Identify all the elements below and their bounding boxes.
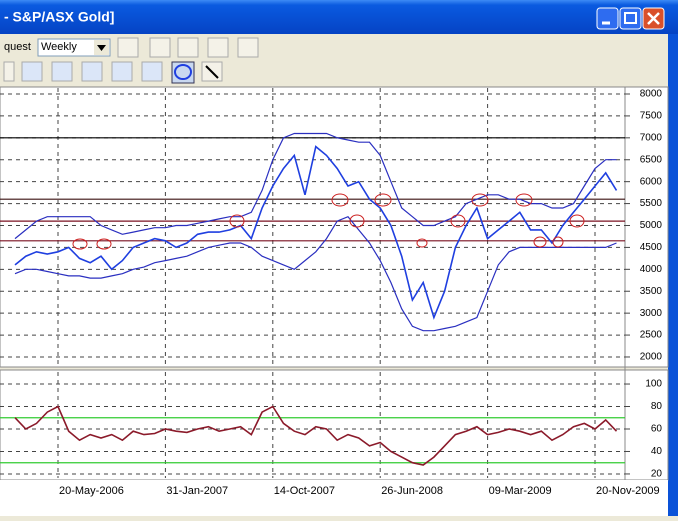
date-axis [0, 480, 668, 516]
source-label: quest [4, 41, 31, 53]
series-line [14, 215, 617, 332]
tool-button[interactable] [111, 61, 133, 82]
y-tick-label: 60 [651, 424, 663, 435]
y-tick-label: 6500 [640, 154, 663, 165]
series-line [14, 145, 618, 320]
y-tick-label: 5500 [640, 198, 663, 209]
annotation-circle [450, 214, 466, 228]
tool-button[interactable] [51, 61, 73, 82]
x-tick-label: 09-Mar-2009 [489, 485, 552, 497]
annotation-circle [96, 238, 112, 250]
x-tick-label: 20-May-2006 [59, 485, 124, 497]
close-icon [647, 12, 660, 25]
y-tick-label: 2500 [640, 330, 663, 341]
annotation-circle [229, 214, 245, 228]
toolbar-row-1 [117, 37, 259, 58]
x-tick-label: 20-Nov-2009 [596, 485, 660, 497]
y-tick-label: 7000 [640, 132, 663, 143]
annotation-circle [72, 238, 88, 250]
y-tick-label: 6000 [640, 176, 663, 187]
y-tick-label: 4000 [640, 264, 663, 275]
line-icon [205, 65, 219, 79]
y-tick-label: 3500 [640, 286, 663, 297]
y-tick-label: 2000 [640, 352, 663, 363]
annotation-circle [374, 193, 392, 207]
tool-button[interactable] [149, 37, 171, 58]
annotation-circle [533, 236, 547, 248]
window-title: - S&P/ASX Gold] [4, 9, 114, 25]
tool-button[interactable] [177, 37, 199, 58]
annotation-circle [471, 193, 489, 207]
tool-button[interactable] [207, 37, 229, 58]
tool-button[interactable] [81, 61, 103, 82]
y-tick-label: 5000 [640, 220, 663, 231]
x-tick-label: 26-Jun-2008 [381, 485, 443, 497]
y-tick-label: 80 [651, 401, 663, 412]
x-tick-label: 14-Oct-2007 [274, 485, 335, 497]
minimize-button[interactable] [596, 7, 619, 30]
interval-value: Weekly [41, 41, 77, 53]
tool-button[interactable] [21, 61, 43, 82]
toolbar-row-2 [3, 61, 223, 84]
ellipse-icon [174, 64, 192, 80]
y-tick-label: 100 [645, 379, 662, 390]
y-tick-label: 3000 [640, 308, 663, 319]
tool-button[interactable] [237, 37, 259, 58]
annotation-circle [331, 193, 349, 207]
maximize-button[interactable] [619, 7, 642, 30]
window-border [668, 34, 678, 516]
annotation-circle [569, 214, 585, 228]
annotations [72, 193, 585, 250]
annotation-circle [416, 238, 428, 248]
annotation-circle [349, 214, 365, 228]
y-tick-label: 8000 [640, 89, 663, 100]
tool-button[interactable] [117, 37, 139, 58]
interval-select[interactable] [37, 38, 111, 57]
tool-button[interactable] [141, 61, 163, 82]
title-bar [0, 0, 678, 34]
x-tick-label: 31-Jan-2007 [166, 485, 228, 497]
arrow-icon [97, 45, 106, 51]
maximize-icon [624, 12, 637, 24]
annotation-circle [515, 193, 533, 207]
annotation-circle [552, 236, 564, 248]
y-tick-label: 20 [651, 469, 663, 480]
y-tick-label: 40 [651, 446, 663, 457]
series-line [14, 405, 618, 466]
tool-button[interactable] [3, 61, 15, 82]
y-tick-label: 7500 [640, 111, 663, 122]
y-tick-label: 4500 [640, 242, 663, 253]
rsi-panel [0, 369, 669, 481]
